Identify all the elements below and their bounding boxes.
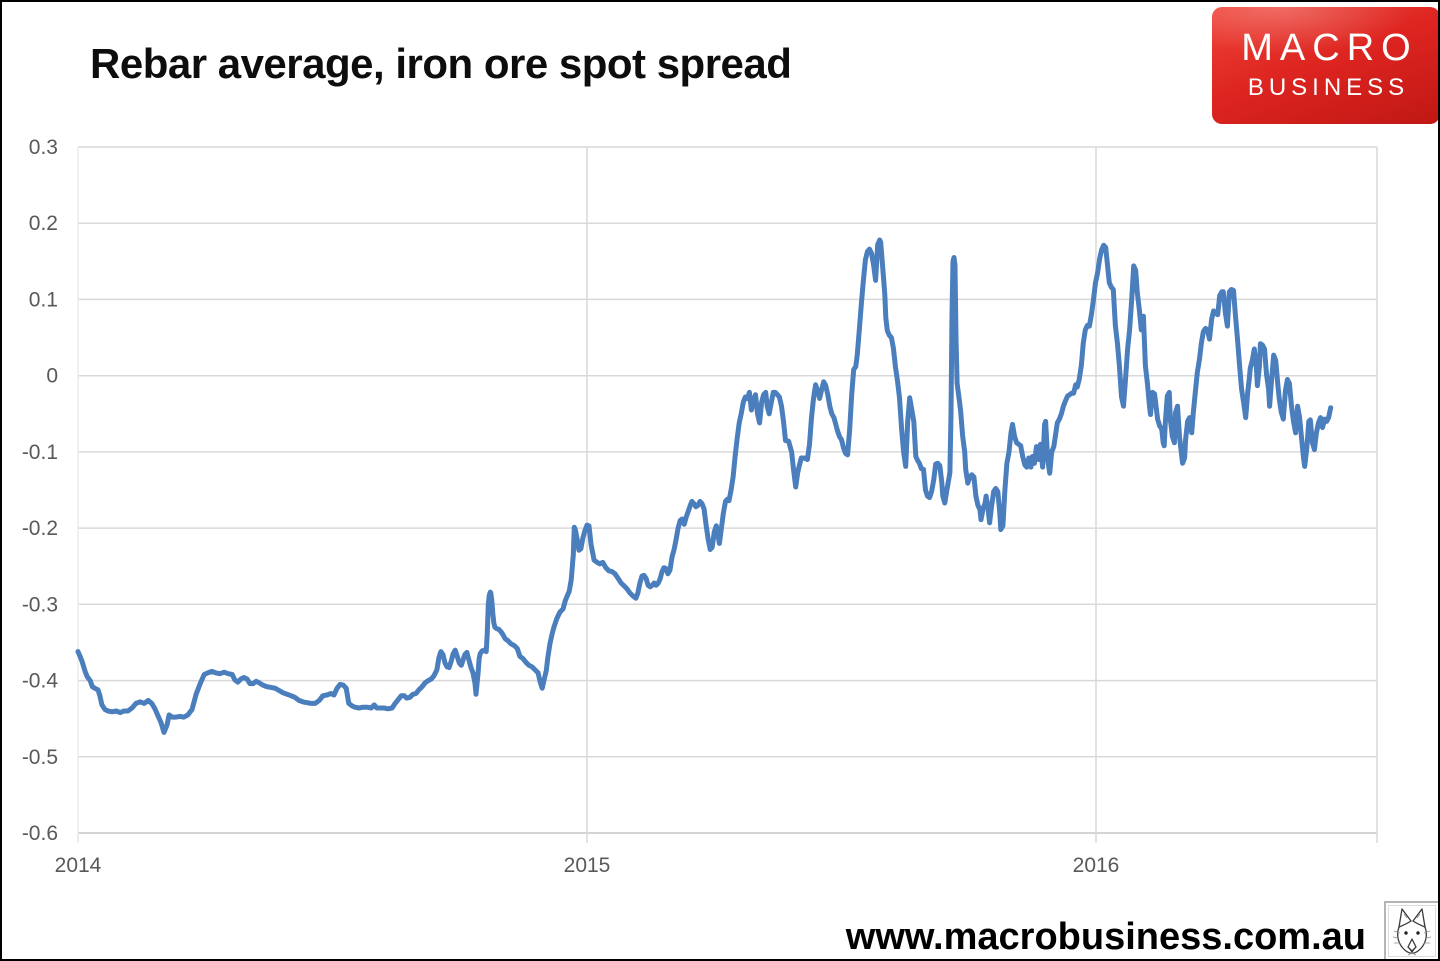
svg-text:-0.6: -0.6 [22,822,58,845]
site-url-text: www.macrobusiness.com.au [845,916,1366,958]
svg-text:2014: 2014 [55,854,102,877]
svg-text:-0.2: -0.2 [22,517,58,540]
svg-text:-0.4: -0.4 [22,670,59,693]
macrobusiness-logo: MACRO BUSINESS [1212,7,1438,124]
page-title: Rebar average, iron ore spot spread [90,40,792,87]
svg-text:0: 0 [46,365,58,388]
svg-text:-0.1: -0.1 [22,441,58,464]
svg-text:0.1: 0.1 [29,288,58,311]
svg-text:2016: 2016 [1073,854,1120,877]
svg-text:2015: 2015 [564,854,611,877]
wolf-logo-icon [1384,901,1438,959]
macrobusiness-logo-line1: MACRO [1241,27,1418,69]
svg-text:-0.3: -0.3 [22,593,58,616]
svg-text:0.3: 0.3 [29,136,58,159]
svg-text:0.2: 0.2 [29,212,58,235]
svg-text:-0.5: -0.5 [22,746,58,769]
macrobusiness-logo-line2: BUSINESS [1247,74,1410,101]
